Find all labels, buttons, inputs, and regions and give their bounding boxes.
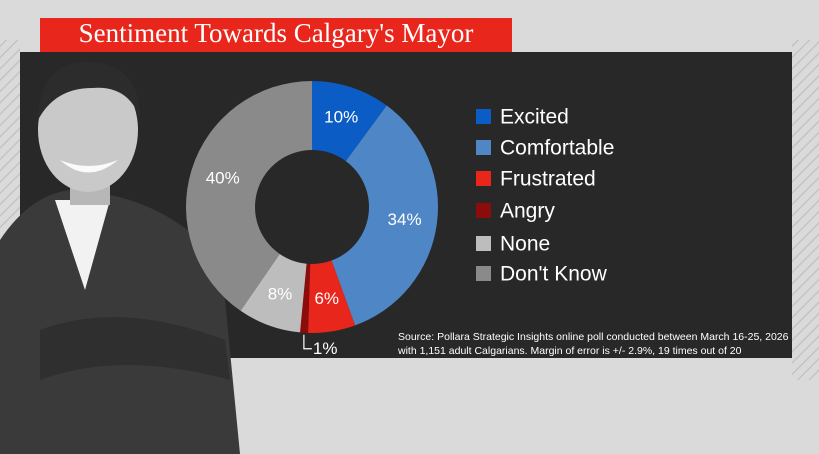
- legend-swatch: [476, 203, 491, 218]
- chart-title: Sentiment Towards Calgary's Mayor: [79, 18, 474, 48]
- value-label: 6%: [314, 289, 339, 308]
- value-label: 40%: [206, 169, 240, 188]
- legend-swatch: [476, 109, 491, 124]
- legend-label: Frustrated: [500, 168, 596, 191]
- slice: [312, 81, 387, 162]
- value-label: 10%: [324, 108, 358, 127]
- legend-label: None: [500, 233, 550, 256]
- legend-label: Don't Know: [500, 263, 608, 286]
- legend-swatch: [476, 236, 491, 251]
- source-note: with 1,151 adult Calgarians. Margin of e…: [397, 345, 742, 357]
- slice: [300, 263, 311, 333]
- slice: [308, 260, 356, 333]
- legend-swatch: [476, 266, 491, 281]
- hatch-left: [0, 40, 20, 230]
- slice: [185, 81, 312, 311]
- slice: [331, 105, 438, 326]
- portrait: [0, 61, 240, 454]
- slice: [240, 253, 307, 333]
- legend-swatch: [476, 140, 491, 155]
- title-box: [40, 18, 512, 52]
- legend-label: Comfortable: [500, 137, 614, 160]
- hatch-right: [792, 40, 819, 380]
- legend-label: Excited: [500, 106, 569, 129]
- value-label: 34%: [388, 210, 422, 229]
- value-label: 8%: [268, 284, 293, 303]
- source-note: Source: Pollara Strategic Insights onlin…: [398, 331, 789, 343]
- legend-label: Angry: [500, 200, 555, 223]
- leader-line: [303, 334, 312, 350]
- legend-swatch: [476, 171, 491, 186]
- value-label: 1%: [313, 339, 338, 358]
